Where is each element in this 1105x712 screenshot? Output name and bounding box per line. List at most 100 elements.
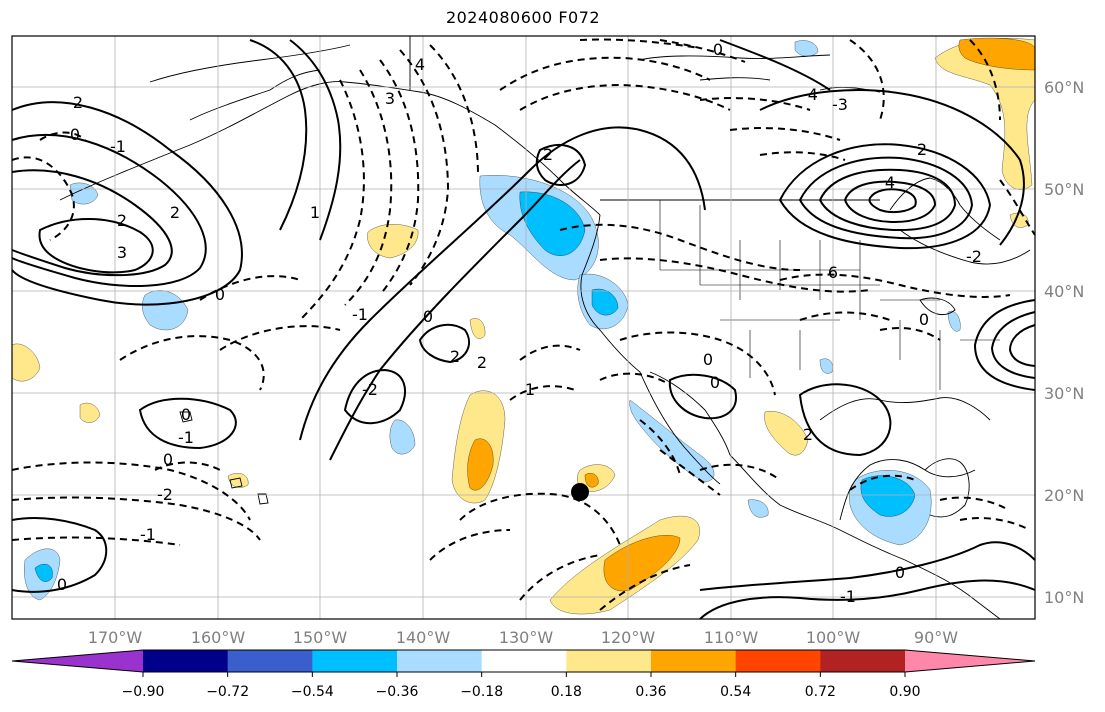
contour-solid (535, 144, 587, 186)
contour-dashed (219, 325, 341, 351)
contour-solid (818, 168, 957, 232)
anomaly-region (69, 182, 99, 205)
contour-solid (289, 39, 342, 241)
contour-label: 0 (181, 405, 191, 424)
colorbar-segment (481, 650, 567, 672)
contour-dashed (599, 257, 871, 293)
contour-solid (11, 169, 173, 277)
latitude-tick-label: 50°N (1044, 180, 1084, 199)
contour-dashed (579, 38, 701, 49)
colorbar-segment (651, 650, 737, 672)
coastline (59, 81, 346, 201)
colorbar-segment (820, 650, 906, 672)
coastline (344, 81, 601, 216)
colorbar-tick-label: −0.72 (206, 684, 249, 700)
anomaly-region (142, 290, 189, 331)
contour-dashed (999, 179, 1036, 236)
longitude-tick-label: 160°W (191, 628, 246, 647)
anomaly-region (389, 419, 416, 455)
contour-solid (299, 126, 706, 441)
colorbar-tick-label: 0.90 (889, 684, 920, 700)
colorbar-segment (227, 650, 313, 672)
contour-label: 2 (477, 353, 487, 372)
colorbar-segment (566, 650, 652, 672)
contour-dashed (429, 529, 511, 561)
anomaly-region (367, 224, 419, 259)
longitude-tick-label: 150°W (293, 628, 348, 647)
longitude-tick-label: 90°W (914, 628, 958, 647)
contour-label: -1 (178, 428, 194, 447)
contour-label: 0 (70, 125, 80, 144)
contour-solid (418, 323, 470, 364)
colorbar-tick-label: −0.54 (291, 684, 334, 700)
contour-dashed (599, 372, 671, 386)
contour-dashed (699, 97, 811, 111)
coastline (639, 371, 721, 485)
longitude-tick-label: 100°W (806, 628, 861, 647)
anomaly-region (603, 535, 681, 592)
contour-label: 2 (73, 93, 83, 112)
coastline (819, 397, 991, 421)
contour-lines (11, 38, 1036, 620)
contour-label: -2 (157, 485, 173, 504)
contour-label: 0 (703, 350, 713, 369)
contour-dashed (344, 69, 393, 306)
latitude-tick-label: 40°N (1044, 282, 1084, 301)
contour-solid (1008, 324, 1036, 367)
contour-label: 1 (310, 203, 320, 222)
coastline (639, 54, 831, 61)
contour-dashed (849, 39, 885, 121)
contour-dashed (429, 44, 479, 176)
contour-label: 2 (117, 211, 127, 230)
latitude-tick-label: 20°N (1044, 486, 1084, 505)
contour-dashed (599, 564, 691, 611)
anomaly-region (11, 343, 41, 382)
longitude-tick-label: 130°W (499, 628, 554, 647)
anomaly-region (591, 288, 619, 316)
contour-label: 1 (525, 380, 535, 399)
contour-dashed (559, 223, 801, 271)
colorbar-segment (143, 650, 229, 672)
anomaly-region (947, 310, 961, 332)
contour-dashed (11, 156, 75, 241)
anomaly-region (819, 358, 833, 374)
contour-dashed (959, 517, 1031, 531)
map-frame (11, 35, 1036, 620)
latitude-tick-labels: 60°N 50°N 40°N 30°N 20°N 10°N (1044, 78, 1084, 607)
contour-label: 6 (828, 263, 838, 282)
contour-label: 4 (885, 173, 895, 192)
contour-solid (138, 397, 237, 450)
colorbar-tick-label: 0.18 (551, 684, 582, 700)
contour-dashed (299, 79, 365, 321)
coastline (919, 297, 956, 316)
contour-label: 2 (917, 140, 927, 159)
contour-label: 2 (170, 203, 180, 222)
contour-dashed (699, 463, 781, 481)
contour-dashed (39, 131, 86, 141)
colorbar-extend-high (905, 650, 1035, 672)
contour-dashed (879, 327, 941, 341)
contour-label: 0 (423, 307, 433, 326)
anomaly-region (934, 38, 1036, 190)
coastline (899, 229, 1031, 265)
longitude-tick-labels: 170°W 160°W 150°W 140°W 130°W 120°W 110°W 100°W… (88, 628, 958, 647)
contour-dashed (729, 127, 841, 141)
contour-solid (11, 133, 207, 288)
colorbar-tick-label: −0.90 (122, 684, 165, 700)
colorbar-tick-label: −0.18 (460, 684, 503, 700)
coastline (649, 371, 731, 456)
contour-dashed (11, 536, 181, 546)
contour-dashed (619, 331, 776, 396)
colorbar-tick-label: 0.54 (720, 684, 751, 700)
map-title: 2024080600 F072 (445, 8, 601, 27)
anomaly-region (860, 475, 916, 517)
contour-label: -1 (352, 305, 368, 324)
anomaly-region (794, 40, 819, 57)
anomaly-region (764, 411, 809, 456)
colorbar-segment (397, 650, 483, 672)
anomaly-region (747, 499, 769, 518)
contour-label: 2 (450, 347, 460, 366)
longitude-tick-label: 120°W (601, 628, 656, 647)
contour-solid (868, 188, 917, 214)
